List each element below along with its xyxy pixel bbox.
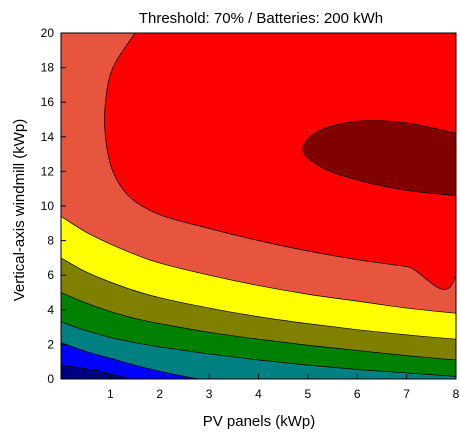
- y-tick-label: 20: [41, 26, 55, 40]
- x-tick-label: 5: [305, 387, 312, 401]
- y-axis-title: Vertical-axis windmill (kWp): [11, 119, 28, 302]
- y-tick-label: 2: [47, 337, 54, 351]
- y-tick-label: 14: [41, 130, 55, 144]
- y-tick-label: 4: [47, 303, 54, 317]
- y-tick-label: 18: [41, 61, 55, 75]
- contour-band-2: [61, 342, 200, 379]
- x-tick-label: 6: [354, 387, 361, 401]
- x-tick-label: 4: [255, 387, 262, 401]
- contour-band-1: [61, 364, 131, 379]
- y-tick-label: 0: [47, 372, 54, 386]
- x-tick-label: 2: [156, 387, 163, 401]
- y-tick-label: 8: [47, 234, 54, 248]
- contour-region-2: [302, 120, 456, 196]
- plot-frame: [60, 32, 457, 380]
- x-axis-title: PV panels (kWp): [203, 413, 316, 430]
- plot-area: [61, 33, 456, 379]
- y-tick-label: 16: [41, 95, 55, 109]
- contour-band-3: [61, 321, 456, 379]
- x-tick-label: 7: [403, 387, 410, 401]
- x-tick-label: 1: [107, 387, 114, 401]
- y-tick-label: 12: [41, 164, 55, 178]
- y-tick-label: 10: [41, 199, 55, 213]
- y-axis: 0 2 4 6 8 10 12 14 16 18 20: [41, 26, 66, 386]
- x-tick-label: 3: [206, 387, 213, 401]
- x-tick-label: 8: [453, 387, 460, 401]
- x-axis: 1 2 3 4 5 6 7 8: [107, 374, 460, 401]
- chart-title: Threshold: 70% / Batteries: 200 kWh: [139, 10, 383, 27]
- y-tick-label: 6: [47, 268, 54, 282]
- contour-region-1: [104, 33, 456, 290]
